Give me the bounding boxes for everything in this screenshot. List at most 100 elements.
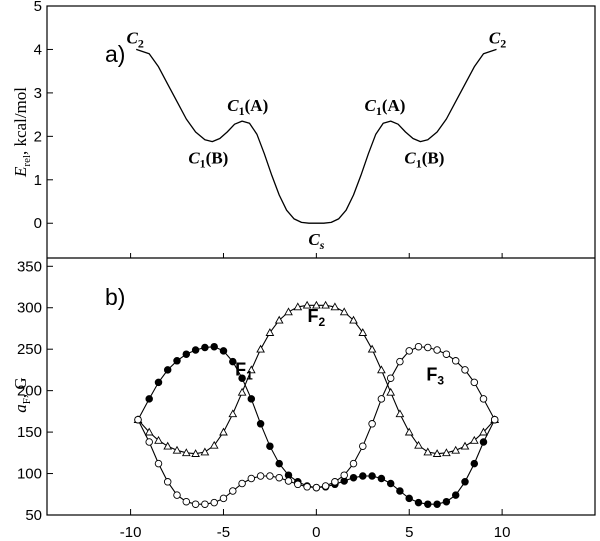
point-F1 xyxy=(368,472,376,480)
point-F2 xyxy=(191,449,200,457)
point-F2 xyxy=(274,315,284,324)
point-F2 xyxy=(237,387,247,396)
point-F2 xyxy=(246,365,256,374)
point-F3 xyxy=(331,478,339,486)
point-F2 xyxy=(144,427,154,436)
point-F3 xyxy=(266,472,274,480)
point-F2 xyxy=(367,344,377,353)
y-tick-label-b: 100 xyxy=(17,466,42,483)
point-F3 xyxy=(414,342,423,351)
y-tick-label-b: 250 xyxy=(17,341,42,358)
hfc-series-group xyxy=(133,300,500,508)
point-F1 xyxy=(461,478,469,486)
y-tick-label-a: 1 xyxy=(34,172,42,189)
y-tick-label-a: 4 xyxy=(34,41,42,58)
point-F3 xyxy=(219,494,228,503)
point-F3 xyxy=(405,347,413,355)
point-F2 xyxy=(451,445,461,454)
point-F2 xyxy=(339,307,349,316)
point-F3 xyxy=(461,366,469,374)
point-F2 xyxy=(256,344,265,353)
point-F3 xyxy=(256,472,265,480)
point-F3 xyxy=(201,500,209,508)
point-F2 xyxy=(200,447,210,456)
point-F3 xyxy=(238,479,246,488)
axes-panel-a: 0 1 2 3 4 5 xyxy=(34,0,53,232)
point-F1 xyxy=(238,374,246,382)
point-F3 xyxy=(182,497,191,506)
x-tick-label: 0 xyxy=(312,524,320,541)
point-F1 xyxy=(433,500,441,508)
point-F3 xyxy=(451,357,460,365)
point-F2 xyxy=(321,300,330,309)
conformer-annotations: C2 C1(A) C1(B) Cs C1(A) C1(B) C2 xyxy=(126,28,506,252)
y-label-a-main: E xyxy=(11,166,30,178)
point-F3 xyxy=(368,420,376,428)
energy-curve xyxy=(135,48,497,224)
point-F2 xyxy=(219,427,228,436)
y-tick-label-b: 200 xyxy=(17,383,42,400)
x-tick-label: 5 xyxy=(405,524,413,541)
point-F1 xyxy=(182,350,191,358)
point-F1 xyxy=(349,473,358,482)
point-F2 xyxy=(479,427,488,436)
point-F3 xyxy=(386,374,395,382)
point-F1 xyxy=(396,487,404,495)
point-F3 xyxy=(284,477,293,485)
x-tick-label: -10 xyxy=(120,524,142,541)
y-label-b-main: a xyxy=(11,404,30,413)
point-F3 xyxy=(303,483,311,491)
point-F3 xyxy=(173,491,181,499)
point-F3 xyxy=(490,415,499,424)
y-tick-label-b: 150 xyxy=(17,424,42,441)
x-axis: -10 -5 0 5 10 xyxy=(120,253,511,541)
point-F3 xyxy=(321,482,330,490)
point-F2 xyxy=(358,328,368,336)
point-F1 xyxy=(256,420,265,428)
point-F2 xyxy=(349,315,358,324)
series-label-F2: F2 xyxy=(308,306,326,329)
point-F1 xyxy=(219,347,228,355)
point-F2 xyxy=(469,435,479,444)
point-F1 xyxy=(470,459,479,468)
point-F1 xyxy=(359,472,367,480)
point-F2 xyxy=(386,387,396,396)
point-F3 xyxy=(154,459,163,468)
point-F2 xyxy=(404,427,414,436)
series-label-F1: F1 xyxy=(235,360,253,383)
point-F2 xyxy=(228,409,238,418)
y-label-b-unit: , G xyxy=(11,377,30,398)
conformer-label: C2 xyxy=(489,28,506,50)
point-F1 xyxy=(154,378,163,387)
point-F1 xyxy=(451,491,460,499)
point-F2 xyxy=(284,307,293,316)
point-F1 xyxy=(275,459,283,468)
conformer-label: C1(B) xyxy=(404,149,444,171)
point-F3 xyxy=(359,442,367,450)
point-F2 xyxy=(181,448,191,457)
point-F1 xyxy=(377,474,386,483)
series-label-F3: F3 xyxy=(426,365,444,388)
y-tick-label-a: 5 xyxy=(34,0,42,15)
panel-a-label: a) xyxy=(105,41,125,67)
series-line-F1 xyxy=(137,346,496,505)
point-F3 xyxy=(294,480,302,489)
point-F3 xyxy=(442,350,451,358)
point-F1 xyxy=(386,479,395,488)
point-F2 xyxy=(460,441,470,450)
y-tick-label-a: 0 xyxy=(34,215,42,232)
point-F1 xyxy=(191,346,200,354)
point-F1 xyxy=(201,343,209,352)
point-F3 xyxy=(424,343,432,352)
point-F3 xyxy=(312,483,321,492)
series-line-F3 xyxy=(137,346,496,505)
point-F2 xyxy=(163,441,173,450)
point-F2 xyxy=(293,302,303,311)
point-F2 xyxy=(414,440,423,449)
conformer-label: Cs xyxy=(308,230,324,252)
point-F3 xyxy=(433,346,441,354)
x-tick-label: 10 xyxy=(494,524,511,541)
y-label-a-sub: rel xyxy=(21,155,33,167)
point-F1 xyxy=(247,395,256,403)
